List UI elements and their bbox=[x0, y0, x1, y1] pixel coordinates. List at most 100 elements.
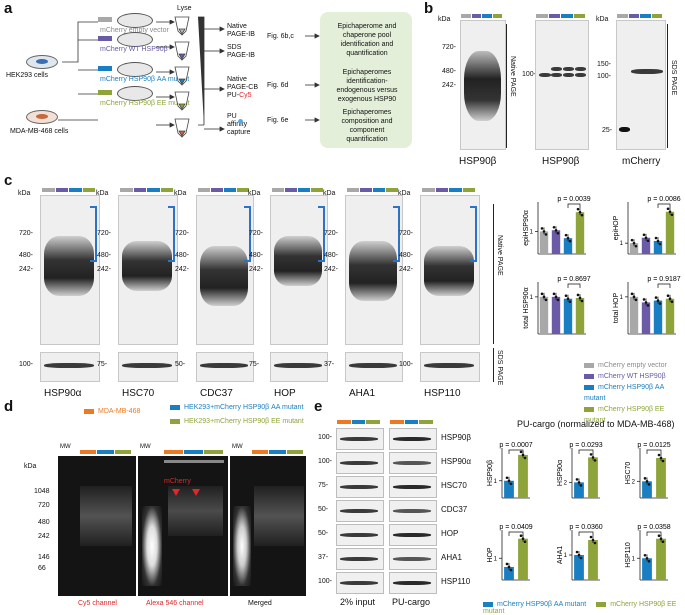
marker-146: 146 bbox=[38, 554, 50, 561]
data-point bbox=[552, 292, 556, 296]
marker-720: 720- bbox=[442, 44, 457, 51]
data-point bbox=[630, 292, 634, 296]
y-tick-label: 1 bbox=[620, 295, 624, 301]
native-blot-hsp90b bbox=[460, 20, 506, 150]
gel-merged bbox=[230, 456, 306, 596]
data-point bbox=[566, 297, 570, 301]
data-point bbox=[575, 550, 579, 554]
y-tick-label: 1 bbox=[494, 556, 498, 562]
bar bbox=[656, 538, 666, 580]
lane-color-strip bbox=[617, 14, 663, 18]
data-point bbox=[540, 227, 544, 230]
data-point bbox=[666, 294, 670, 298]
data-point bbox=[507, 479, 511, 483]
marker-242: 242- bbox=[442, 82, 457, 89]
sds-divider bbox=[667, 24, 668, 148]
method-native-ib: Native PAGE-IB bbox=[227, 23, 255, 38]
kda-label: kDa bbox=[323, 190, 336, 197]
data-point bbox=[668, 210, 672, 214]
cargo-blot-cell bbox=[389, 476, 437, 498]
significance-bracket bbox=[578, 531, 594, 536]
bar bbox=[575, 297, 585, 334]
marker-242: 242- bbox=[399, 266, 414, 273]
marker-480: 480- bbox=[249, 252, 264, 259]
ee-swatch bbox=[98, 90, 112, 95]
input-blot-cell bbox=[336, 572, 384, 594]
significance-bracket bbox=[657, 283, 671, 288]
p-value: p = 0.9187 bbox=[647, 276, 680, 283]
data-point bbox=[556, 298, 560, 302]
sds-blot-c bbox=[270, 352, 328, 382]
cargo-blot-cell bbox=[389, 572, 437, 594]
marker-480: 480- bbox=[175, 252, 190, 259]
panel-d-label: d bbox=[4, 398, 14, 415]
e-marker: 100- bbox=[318, 458, 333, 465]
marker-100: 100- bbox=[597, 73, 612, 80]
data-point bbox=[642, 298, 646, 301]
native-blot-c bbox=[40, 195, 100, 345]
blot-name-c: CDC37 bbox=[200, 388, 233, 399]
p-value: p = 0.0293 bbox=[569, 442, 602, 449]
significance-bracket bbox=[578, 449, 594, 454]
bar bbox=[588, 457, 598, 498]
data-point bbox=[544, 298, 548, 302]
marker-242: 242- bbox=[249, 266, 264, 273]
lane-color-strip bbox=[80, 450, 132, 454]
dish-icon bbox=[117, 13, 153, 28]
marker-480: 480 bbox=[38, 519, 50, 526]
data-point bbox=[654, 236, 658, 240]
sds-marker-c: 75- bbox=[249, 361, 260, 368]
kda-label: kDa bbox=[18, 190, 31, 197]
data-point bbox=[646, 239, 650, 243]
lane-color-strip bbox=[536, 14, 586, 18]
sds-marker-c: 100- bbox=[399, 361, 414, 368]
bar bbox=[518, 454, 528, 498]
bar bbox=[574, 555, 584, 580]
data-point bbox=[593, 541, 597, 545]
blot-name-b3: mCherry bbox=[622, 156, 661, 167]
bar bbox=[629, 296, 639, 334]
data-point bbox=[577, 481, 581, 484]
input-blot-cell bbox=[336, 524, 384, 546]
e-marker: 100- bbox=[318, 434, 333, 441]
input-blot-cell bbox=[336, 428, 384, 450]
bar bbox=[539, 296, 549, 334]
native-page-label-c: Native PAGE bbox=[496, 235, 503, 276]
alexa-channel-label: Alexa 546 channel bbox=[146, 600, 204, 607]
y-axis-label: epiHSP90α bbox=[523, 210, 530, 246]
kda-label: kDa bbox=[174, 190, 187, 197]
marker-720: 720- bbox=[324, 230, 339, 237]
lane-color-strip bbox=[422, 188, 476, 192]
sds-page-label: SDS PAGE bbox=[670, 60, 677, 96]
e-marker: 50- bbox=[318, 506, 329, 513]
lane-color-strip bbox=[390, 420, 434, 424]
bar bbox=[641, 237, 651, 254]
data-point bbox=[564, 233, 568, 237]
mw-label: MW bbox=[60, 444, 71, 450]
legend-item: mCherry empty vector bbox=[584, 360, 685, 371]
y-tick-label: 2 bbox=[564, 480, 568, 486]
epichaperome-bracket bbox=[244, 206, 251, 262]
p-value: p = 0.0360 bbox=[569, 524, 602, 531]
marker-242: 242- bbox=[175, 266, 190, 273]
data-point bbox=[575, 478, 579, 481]
cargo-label: PU-cargo bbox=[392, 597, 431, 607]
e-marker: 75- bbox=[318, 482, 329, 489]
data-point bbox=[580, 213, 584, 217]
marker-480: 480- bbox=[97, 252, 112, 259]
mw-label: MW bbox=[140, 444, 151, 450]
data-point bbox=[645, 480, 649, 483]
marker-720: 720- bbox=[97, 230, 112, 237]
panel-a-connectors bbox=[58, 21, 98, 121]
cargo-blot-cell bbox=[389, 428, 437, 450]
p-value: p = 0.0409 bbox=[499, 524, 532, 531]
data-point bbox=[593, 459, 597, 462]
e-marker: 100- bbox=[318, 578, 333, 585]
significance-bracket bbox=[567, 203, 581, 208]
native-blot-c bbox=[420, 195, 480, 345]
legend-aa: HEK293+mCherry HSP90β AA mutant bbox=[170, 404, 303, 411]
